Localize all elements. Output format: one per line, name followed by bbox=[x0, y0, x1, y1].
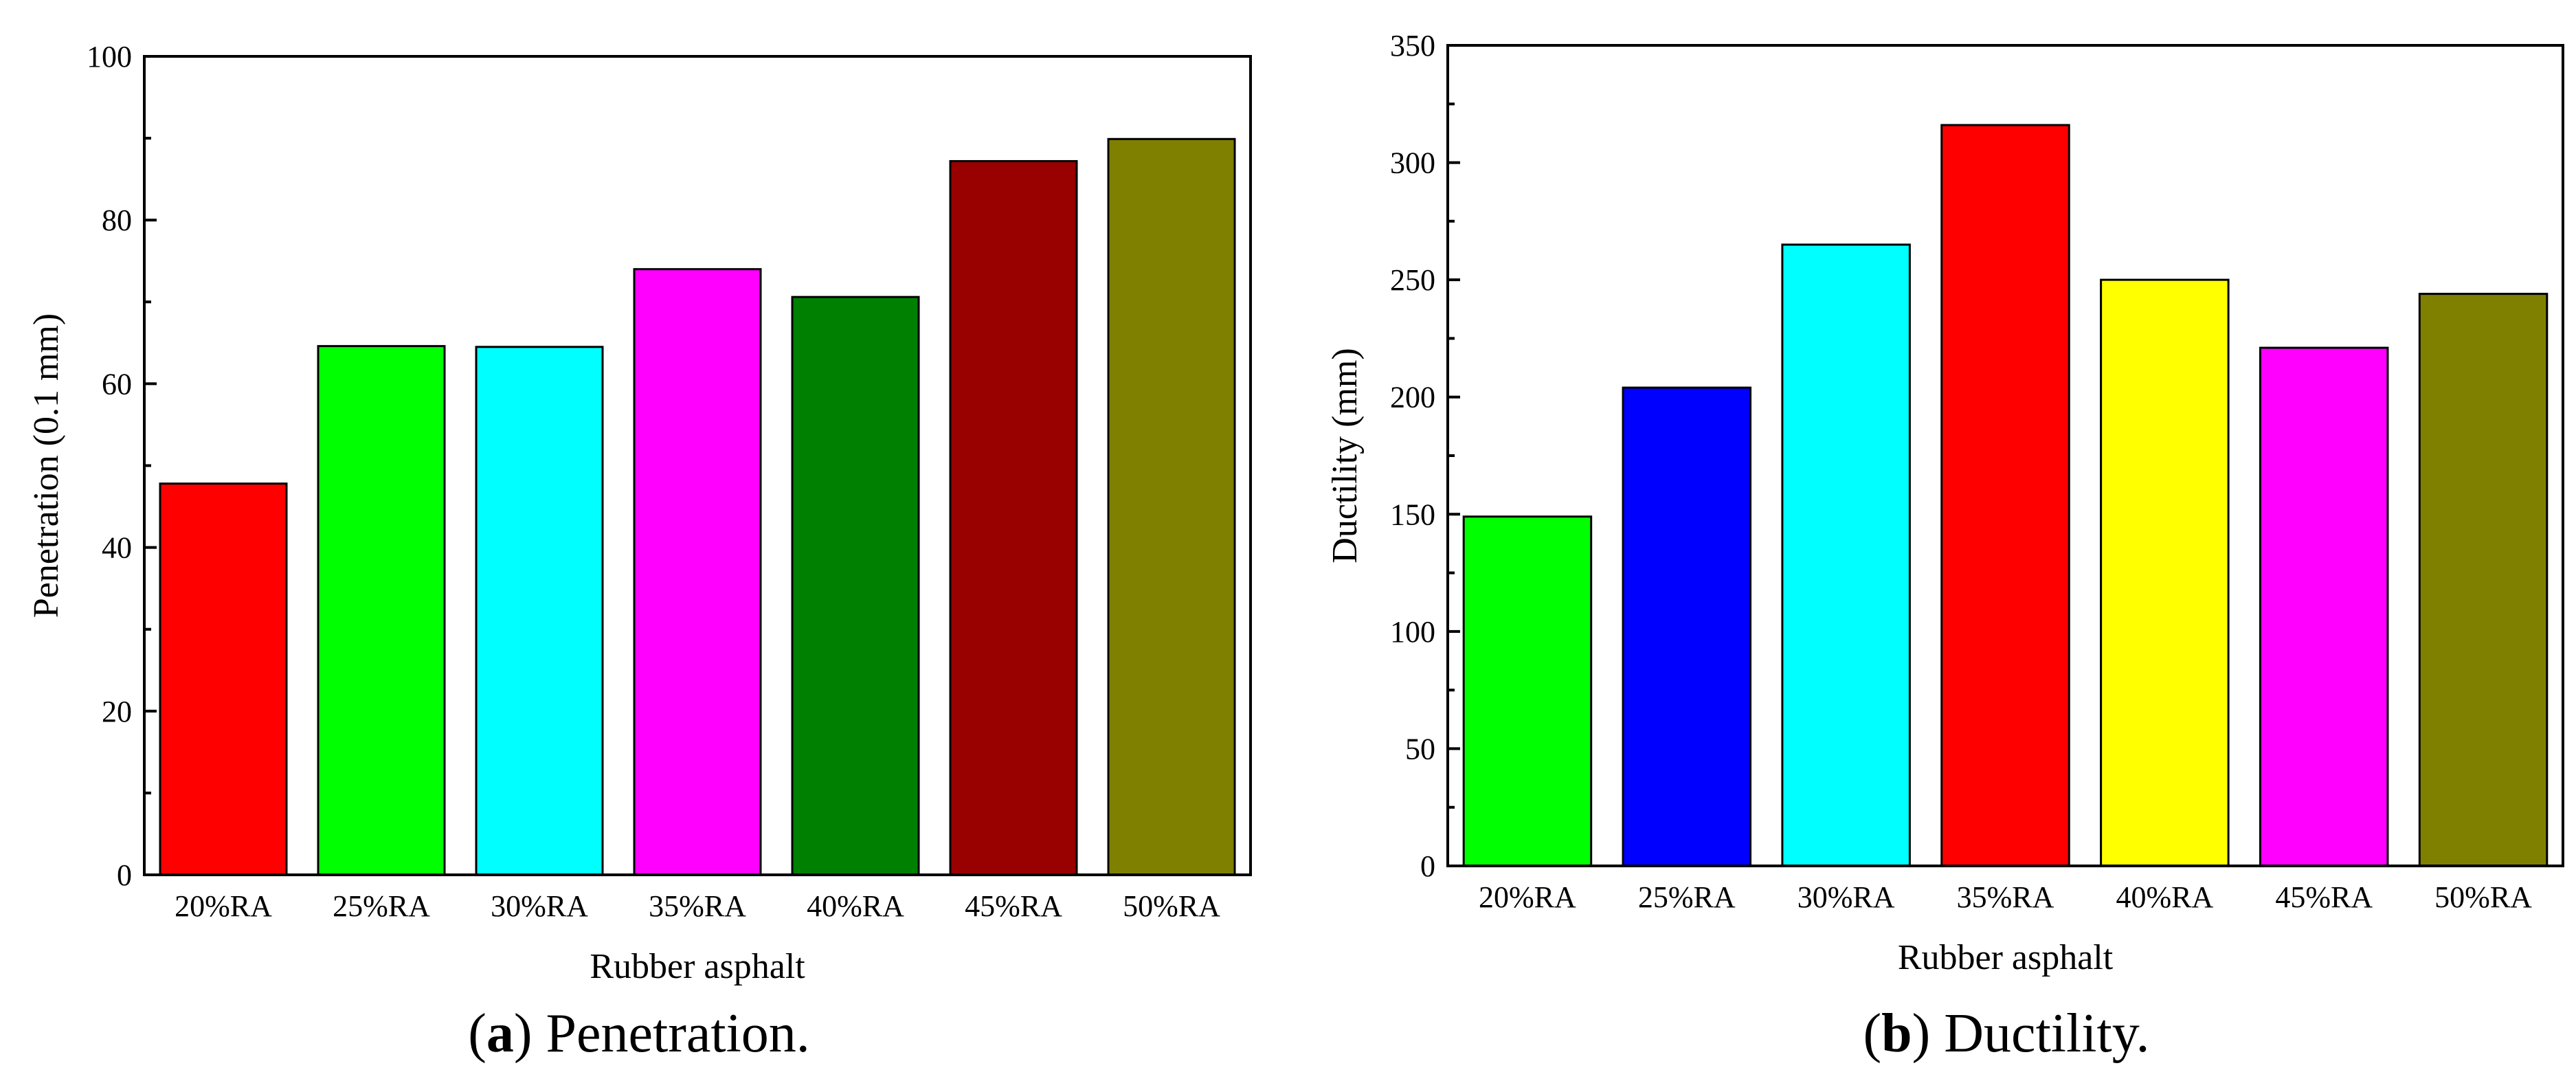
ductility-plot-frame bbox=[1446, 44, 2564, 867]
ductility-bar-50pctra bbox=[2418, 293, 2549, 867]
penetration-y-ticks: 0 20 40 60 80 100 bbox=[87, 40, 157, 892]
penetration-x-tick-label: 45%RA bbox=[965, 889, 1062, 923]
penetration-y-tick-label: 60 bbox=[102, 367, 132, 401]
ductility-y-tick-label: 350 bbox=[1390, 29, 1435, 63]
ductility-x-tick-label: 35%RA bbox=[1957, 880, 2054, 914]
penetration-x-tick-label: 35%RA bbox=[649, 889, 746, 923]
penetration-x-tick-label: 25%RA bbox=[333, 889, 430, 923]
ductility-x-tick-label: 50%RA bbox=[2434, 880, 2532, 914]
ductility-bar-40pctra bbox=[2100, 278, 2230, 867]
penetration-x-axis-label: Rubber asphalt bbox=[590, 947, 805, 986]
ductility-y-tick-label: 50 bbox=[1405, 732, 1435, 766]
ductility-y-tick-label: 300 bbox=[1390, 146, 1435, 180]
penetration-y-tick-label: 100 bbox=[87, 40, 132, 74]
ductility-bar-45pctra bbox=[2259, 346, 2389, 867]
ductility-y-tick-label: 0 bbox=[1420, 849, 1435, 883]
penetration-x-tick-label: 20%RA bbox=[175, 889, 272, 923]
penetration-bar-50pctra bbox=[1107, 137, 1236, 876]
chart-panel-penetration: 0 20 40 60 80 100 20%RA 25%RA 30%RA 35%RA 40%RA 45… bbox=[27, 40, 1252, 1064]
penetration-y-tick-label: 0 bbox=[117, 858, 132, 892]
penetration-x-tick-label: 40%RA bbox=[807, 889, 904, 923]
ductility-bar-35pctra bbox=[1940, 124, 2070, 867]
penetration-bar-20pctra bbox=[159, 482, 288, 876]
ductility-bar-30pctra bbox=[1781, 243, 1911, 867]
ductility-bar-20pctra bbox=[1462, 515, 1593, 867]
ductility-y-tick-label: 200 bbox=[1390, 381, 1435, 414]
ductility-bars bbox=[1462, 124, 2549, 867]
penetration-caption-text: Penetration. bbox=[546, 1003, 809, 1064]
chart-panel-ductility: 0 50 100 150 200 250 300 350 20%RA 25%RA 30%RA 35%… bbox=[1325, 29, 2564, 1064]
penetration-bar-45pctra bbox=[949, 159, 1078, 876]
ductility-x-tick-label: 30%RA bbox=[1797, 880, 1895, 914]
ductility-y-axis-label: Ductility (mm) bbox=[1325, 348, 1365, 563]
penetration-x-tick-label: 50%RA bbox=[1123, 889, 1220, 923]
penetration-bars bbox=[159, 137, 1236, 876]
ductility-x-tick-label: 45%RA bbox=[2275, 880, 2373, 914]
ductility-y-tick-label: 150 bbox=[1390, 498, 1435, 531]
ductility-caption: (b) Ductility. bbox=[1863, 1003, 2150, 1064]
penetration-caption-label: a bbox=[486, 1003, 514, 1064]
ductility-x-tick-label: 25%RA bbox=[1638, 880, 1736, 914]
penetration-bar-25pctra bbox=[317, 345, 446, 876]
penetration-y-tick-label: 20 bbox=[102, 695, 132, 728]
penetration-bar-35pctra bbox=[633, 268, 762, 876]
penetration-plot-frame bbox=[143, 55, 1252, 876]
ductility-x-tick-labels: 20%RA 25%RA 30%RA 35%RA 40%RA 45%RA 50%RA bbox=[1479, 880, 2532, 914]
penetration-y-tick-label: 40 bbox=[102, 531, 132, 565]
penetration-bar-40pctra bbox=[791, 296, 920, 876]
ductility-x-axis-label: Rubber asphalt bbox=[1898, 938, 2114, 977]
penetration-bar-30pctra bbox=[475, 346, 604, 876]
ductility-y-tick-label: 250 bbox=[1390, 263, 1435, 297]
penetration-y-tick-label: 80 bbox=[102, 203, 132, 237]
ductility-caption-text: Ductility. bbox=[1944, 1003, 2149, 1064]
ductility-y-tick-label: 100 bbox=[1390, 615, 1435, 649]
ductility-x-tick-label: 40%RA bbox=[2116, 880, 2213, 914]
penetration-y-axis-label: Penetration (0.1 mm) bbox=[27, 313, 66, 618]
ductility-bar-25pctra bbox=[1622, 386, 1752, 867]
penetration-x-tick-labels: 20%RA 25%RA 30%RA 35%RA 40%RA 45%RA 50%RA bbox=[175, 889, 1220, 923]
penetration-caption: (a) Penetration. bbox=[468, 1003, 810, 1064]
penetration-x-tick-label: 30%RA bbox=[491, 889, 588, 923]
ductility-x-tick-label: 20%RA bbox=[1479, 880, 1576, 914]
ductility-caption-label: b bbox=[1881, 1003, 1912, 1064]
